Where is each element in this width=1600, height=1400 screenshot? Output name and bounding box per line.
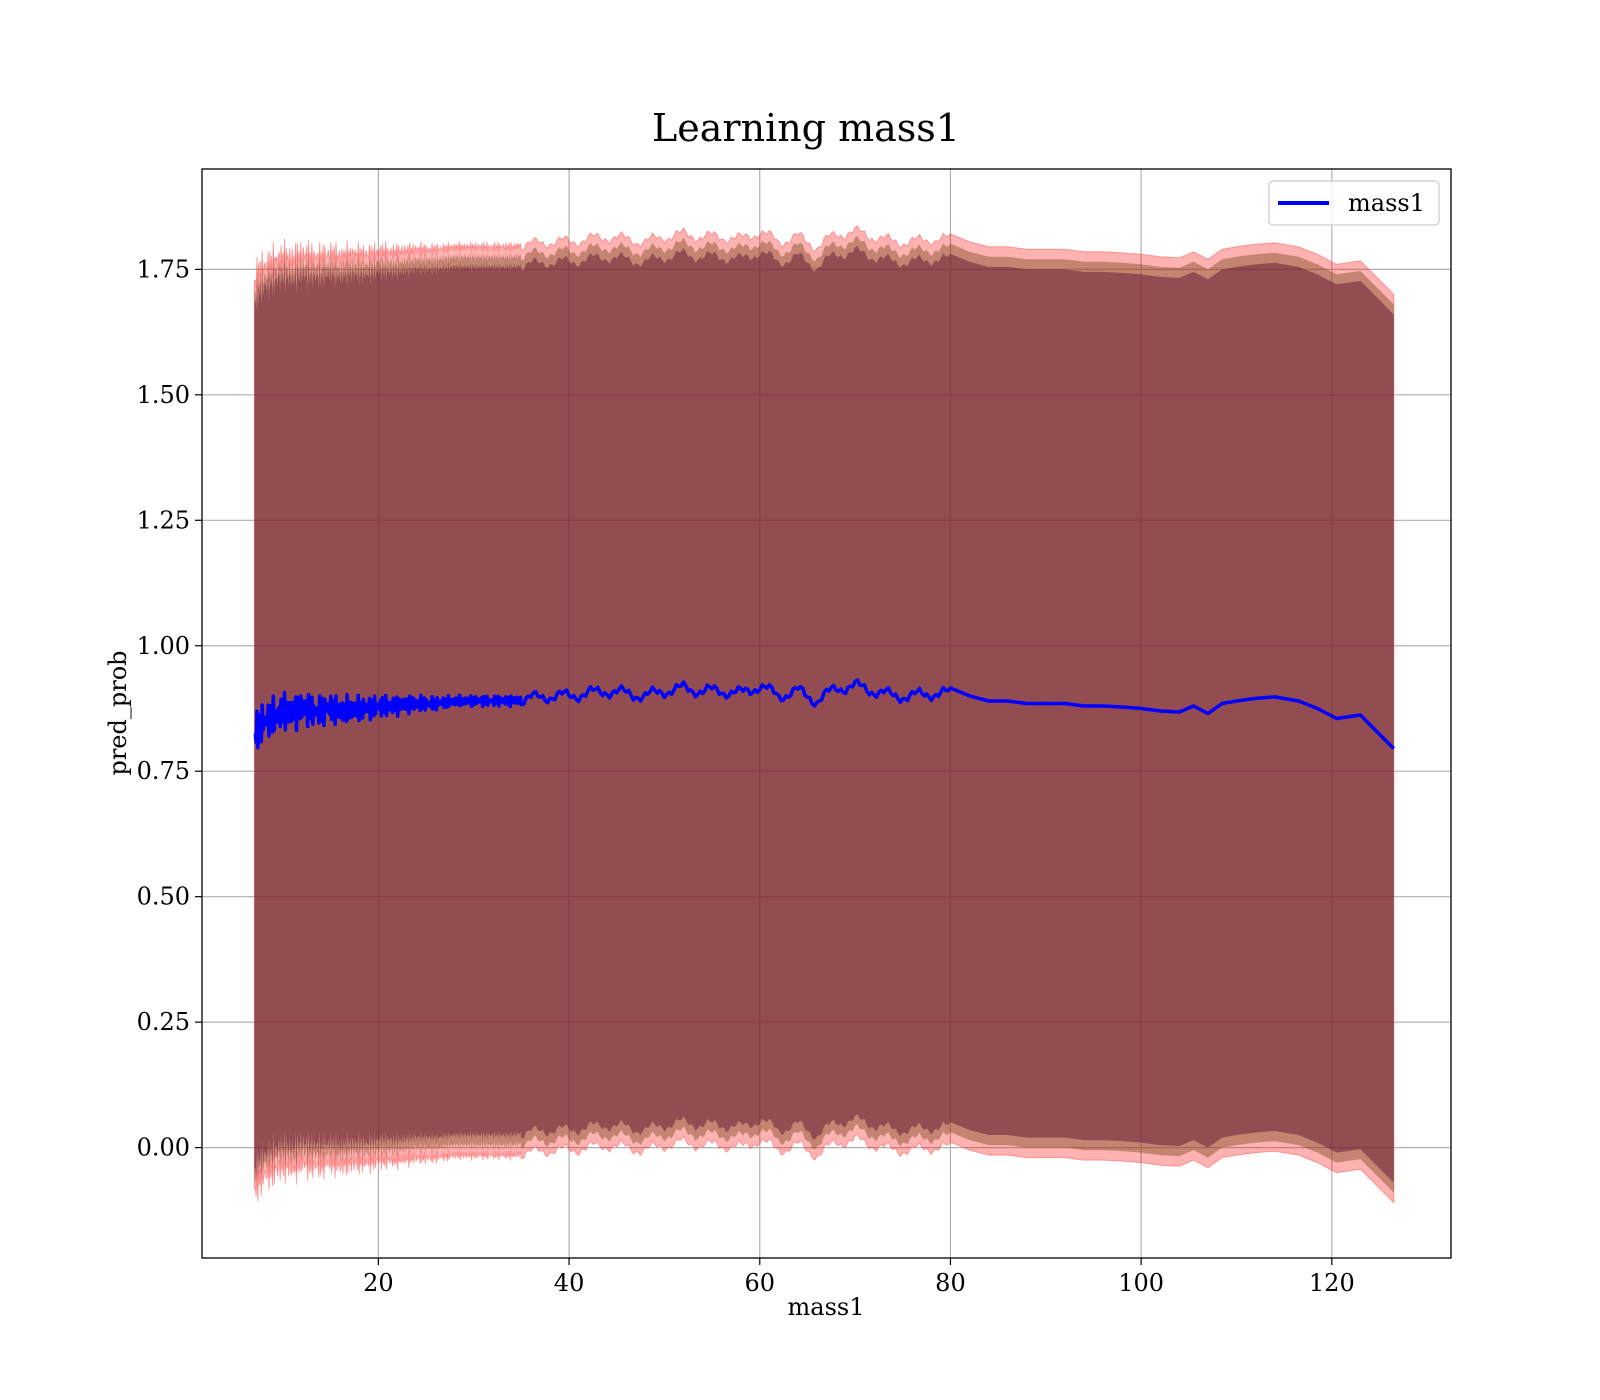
- x-tick-label: 80: [935, 1269, 966, 1297]
- y-tick-label: 0.25: [137, 1008, 190, 1036]
- y-tick-label: 1.25: [137, 506, 190, 534]
- legend-label-mass1: mass1: [1348, 189, 1425, 217]
- y-axis-label: pred_prob: [104, 650, 132, 775]
- series-lines: [253, 678, 1396, 750]
- x-tick-label: 120: [1309, 1269, 1355, 1297]
- y-axis: 0.00 0.25 0.50 0.75 1.00 1.25 1.50 1.75: [137, 255, 202, 1162]
- y-tick-label: 0.75: [137, 757, 190, 785]
- x-axis: 20 40 60 80 100 120: [363, 1258, 1355, 1297]
- y-tick-label: 1.75: [137, 255, 190, 283]
- y-tick-label: 0.50: [137, 883, 190, 911]
- x-tick-label: 60: [744, 1269, 775, 1297]
- legend[interactable]: mass1: [1268, 180, 1440, 226]
- x-tick-label: 100: [1118, 1269, 1164, 1297]
- confidence-bands: [253, 225, 1395, 1205]
- y-tick-label: 1.50: [137, 381, 190, 409]
- x-tick-label: 40: [554, 1269, 585, 1297]
- x-tick-label: 20: [363, 1269, 394, 1297]
- inner-band: [254, 246, 1394, 1183]
- legend-box: [1268, 180, 1440, 226]
- plot-frame: [201, 168, 1452, 1259]
- series-line-mass1: [253, 678, 1396, 750]
- y-tick-label: 1.00: [137, 632, 190, 660]
- chart-title: Learning mass1: [652, 106, 960, 150]
- x-axis-label: mass1: [788, 1293, 865, 1321]
- y-tick-label: 0.00: [137, 1134, 190, 1162]
